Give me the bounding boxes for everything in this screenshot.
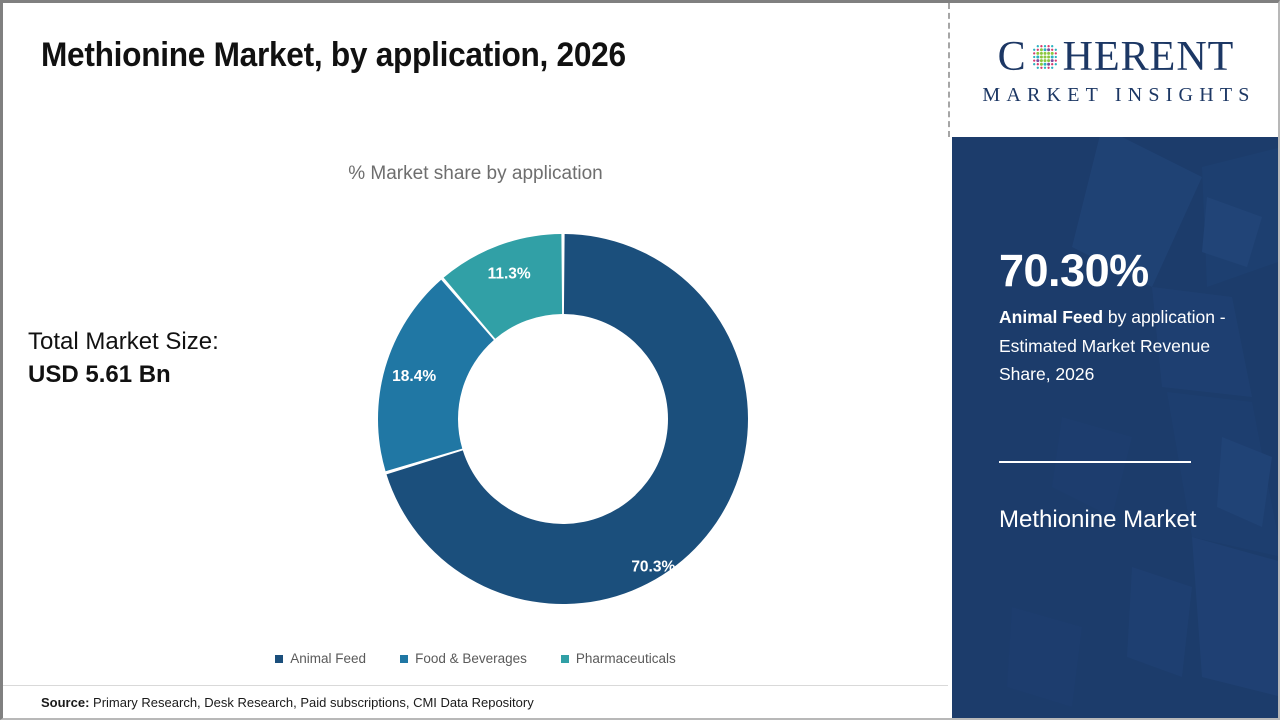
legend-label: Food & Beverages [415,651,527,666]
vertical-dashed-divider [948,3,950,137]
globe-dot [1046,47,1050,51]
total-market-size-block: Total Market Size: USD 5.61 Bn [28,325,328,391]
highlight-description-rest: by application - Estimated Market Revenu… [999,307,1226,384]
globe-dot [1054,55,1057,58]
globe-dot [1035,55,1039,58]
legend-item[interactable]: Food & Beverages [400,651,527,666]
logo-word-herent: HERENT [1062,33,1235,80]
globe-dot [1043,44,1046,47]
legend-item[interactable]: Pharmaceuticals [560,651,676,666]
chart-legend: Animal Feed Food & Beverages Pharmaceutica… [3,651,948,666]
globe-dot [1046,51,1050,55]
globe-dot [1035,58,1039,62]
globe-dot [1054,48,1057,51]
legend-item[interactable]: Animal Feed [275,651,366,666]
globe-dot [1054,62,1057,65]
donut-slice [443,234,563,339]
globe-dot [1039,44,1043,47]
globe-dot [1039,62,1043,66]
legend-label: Animal Feed [290,651,367,666]
globe-dot [1036,44,1039,47]
globe-dot [1043,58,1047,62]
globe-dot [1054,58,1057,62]
chart-subtitle: % Market share by application [348,163,603,184]
globe-dot [1043,55,1047,58]
globe-dots-icon [1032,44,1057,69]
globe-dot [1043,62,1047,66]
world-map-watermark-icon [1007,137,1278,707]
legend-swatch-icon [275,654,284,663]
globe-dot [1036,62,1039,65]
page-title: Methionine Market, by application, 2026 [41,36,626,74]
logo-letter-c: C [997,33,1027,80]
globe-dot [1047,44,1050,47]
total-market-size-value: USD 5.61 Bn [28,361,171,388]
globe-dot [1054,51,1057,55]
globe-dot [1046,55,1050,58]
globe-dot [1039,47,1043,51]
globe-dot [1035,51,1039,55]
brand-logo: C HERENT MARKET INSIGHTS [952,3,1278,137]
chart-area: Methionine Market, by application, 2026 … [3,3,948,718]
highlight-text-block: 70.30% Animal Feed by application - Esti… [999,245,1249,389]
total-market-size-label: Total Market Size: [28,328,219,355]
highlight-description: Animal Feed by application - Estimated M… [999,303,1249,389]
globe-dot [1050,66,1054,69]
panel-divider [999,461,1191,463]
globe-dot [1043,66,1046,69]
globe-dot [1032,62,1036,65]
globe-dot [1036,66,1039,69]
highlight-percent: 70.30% [999,245,1149,296]
globe-dot [1043,51,1047,55]
globe-dot [1047,66,1050,69]
right-panel: C HERENT MARKET INSIGHTS [952,3,1278,718]
globe-dot [1050,62,1054,65]
globe-dot [1039,58,1043,62]
donut-slice-label: 70.3% [631,559,675,576]
legend-swatch-icon [400,654,409,663]
globe-dot [1032,48,1036,51]
market-name: Methionine Market [999,506,1197,533]
source-text: Primary Research, Desk Research, Paid su… [89,695,534,710]
legend-label: Pharmaceuticals [575,651,676,666]
globe-dot [1032,58,1036,62]
donut-slice-label: 18.4% [392,368,436,385]
legend-swatch-icon [560,654,569,663]
globe-dot [1050,44,1054,47]
donut-slice-label: 11.3% [488,266,531,283]
highlight-segment-name: Animal Feed [999,307,1104,327]
globe-dot [1032,55,1036,58]
globe-dot [1032,51,1036,55]
globe-dot [1050,51,1054,55]
globe-dot [1036,48,1039,51]
globe-dot [1046,62,1050,66]
donut-slice [386,234,748,604]
donut-chart: 70.3% 18.4% 11.3% [375,231,751,607]
globe-dot [1043,47,1047,51]
highlight-panel: 70.30% Animal Feed by application - Esti… [952,137,1278,718]
donut-chart-svg: 70.3% 18.4% 11.3% [378,234,748,604]
globe-dot [1039,51,1043,55]
globe-dot [1050,48,1054,51]
source-prefix: Source: [41,695,90,710]
globe-dot [1050,58,1054,62]
logo-tagline: MARKET INSIGHTS [982,83,1256,106]
logo-wordmark: C HERENT [998,34,1235,80]
donut-slice [378,279,494,472]
source-divider [3,685,948,686]
globe-dot [1039,66,1043,69]
source-note: Source: Primary Research, Desk Research,… [41,695,534,710]
globe-dot [1046,58,1050,62]
globe-dot [1039,55,1043,58]
globe-dot [1050,55,1054,58]
